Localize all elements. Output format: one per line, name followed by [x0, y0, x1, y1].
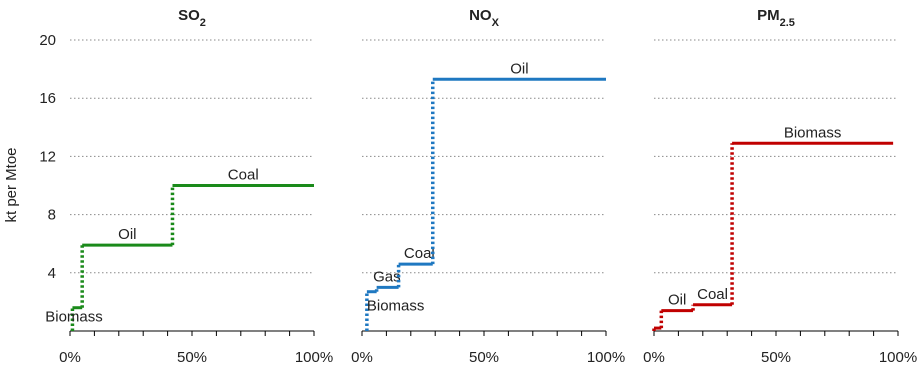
panel-title: PM2.5	[757, 7, 795, 29]
chart-panel-0: SO2 20 16 12 8 4 0% 50% 100% Biomass Oil Coal	[39, 7, 333, 366]
x-tick-label: 100%	[587, 349, 625, 366]
y-tick-label: 4	[48, 265, 56, 282]
x-tick-label: 0%	[643, 349, 665, 366]
x-tick-label: 50%	[469, 349, 499, 366]
x-tick-label: 100%	[295, 349, 333, 366]
panel-title-main: PM	[757, 7, 780, 24]
step-label: Oil	[118, 226, 136, 243]
step-label: Biomass	[367, 298, 425, 315]
step-label: Biomass	[784, 124, 842, 141]
panel-title-subscript: 2.5	[780, 17, 795, 29]
step-label: Gas	[373, 268, 401, 285]
x-tick-label: 0%	[59, 349, 81, 366]
panel-title: NOX	[469, 7, 500, 29]
panel-title-main: SO	[178, 7, 200, 24]
y-tick-label: 16	[39, 90, 56, 107]
x-tick-label: 100%	[879, 349, 917, 366]
step-label: Coal	[404, 245, 435, 262]
x-tick-label: 50%	[761, 349, 791, 366]
step-label: Oil	[668, 292, 686, 309]
y-axis-label: kt per Mtoe	[3, 147, 20, 222]
panel-title: SO2	[178, 7, 206, 29]
y-tick-label: 20	[39, 32, 56, 49]
y-tick-label: 8	[48, 207, 56, 224]
step-label: Coal	[697, 286, 728, 303]
x-tick-label: 0%	[351, 349, 373, 366]
x-tick-label: 50%	[177, 349, 207, 366]
y-tick-label: 12	[39, 148, 56, 165]
panel-title-subscript: 2	[200, 17, 206, 29]
step-label: Oil	[510, 60, 528, 77]
step-label: Coal	[228, 167, 259, 184]
panel-title-main: NO	[469, 7, 492, 24]
chart-panel-2: PM2.5 0% 50% 100% Oil Coal Biomass	[643, 7, 917, 366]
step-label: Biomass	[45, 309, 103, 326]
panel-title-subscript: X	[492, 17, 500, 29]
